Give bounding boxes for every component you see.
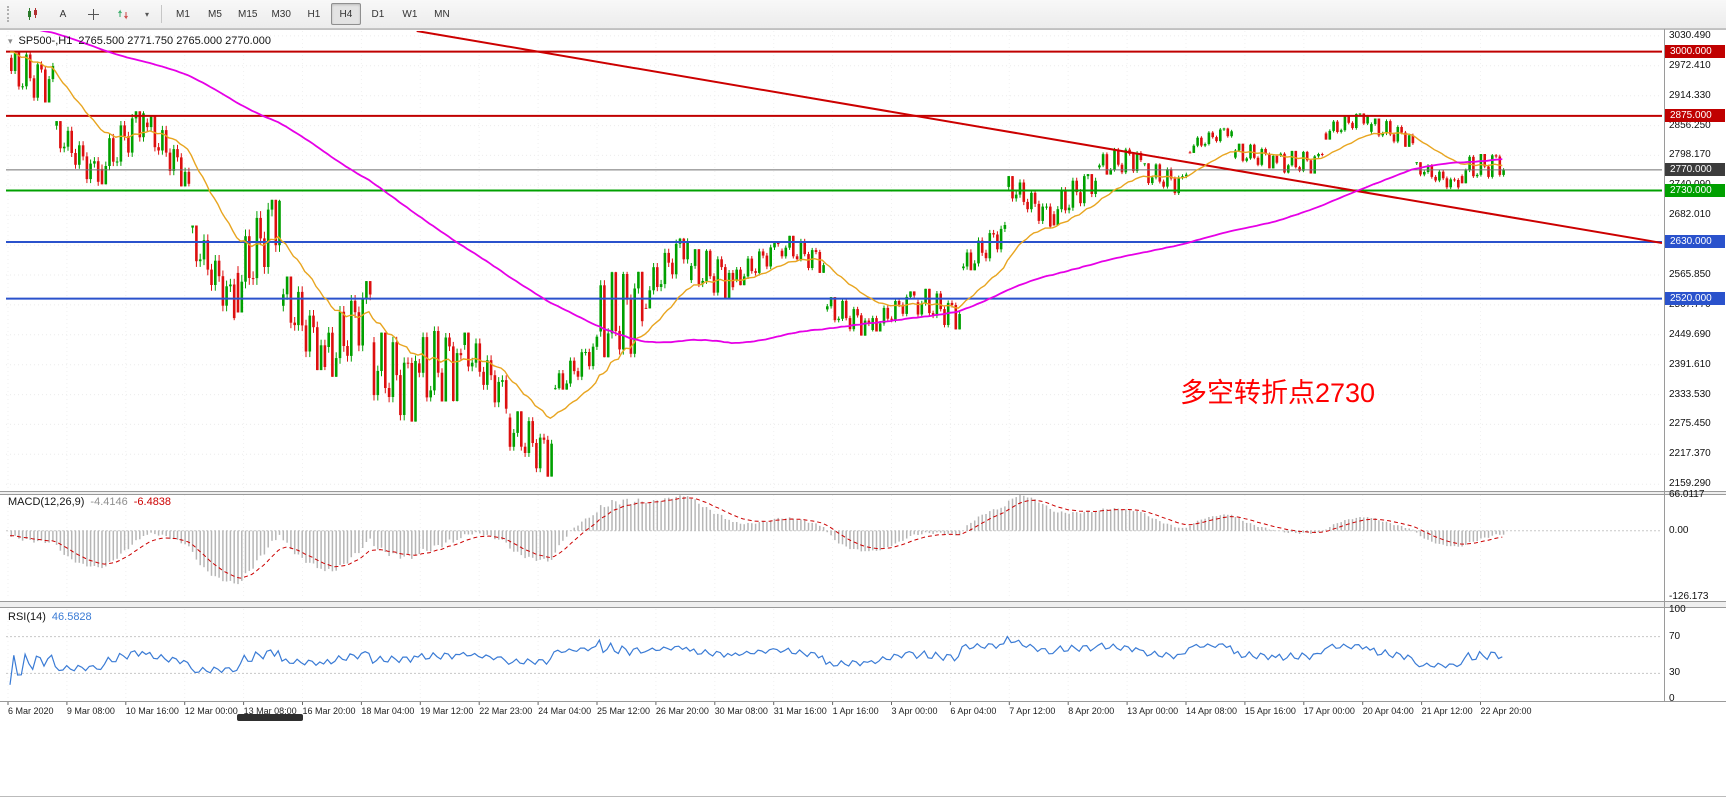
chart-ohlc-header: ▾ SP500-,H1 2765.500 2771.750 2765.000 2… xyxy=(8,35,271,47)
cycle-button[interactable] xyxy=(109,3,137,25)
cursor-button[interactable]: A xyxy=(59,8,67,20)
timeframe-m15[interactable]: M15 xyxy=(238,8,258,20)
toolbar-separator xyxy=(161,5,162,23)
price-chart-canvas[interactable] xyxy=(0,29,1726,729)
rsi-label: RSI(14) 46.5828 xyxy=(8,611,92,623)
chart-symbol-timeframe: SP500-,H1 xyxy=(18,35,73,47)
expand-arrow-icon[interactable]: ▾ xyxy=(8,35,13,46)
timeframe-d1[interactable]: D1 xyxy=(371,8,385,20)
toolbar: A ▾ M1 M5 M15 M30 H1 H4 D1 W1 MN xyxy=(0,0,1726,29)
timeframe-m30[interactable]: M30 xyxy=(271,8,291,20)
timeframe-h1[interactable]: H1 xyxy=(307,8,321,20)
crosshair-button[interactable] xyxy=(79,3,107,25)
timeframe-m1[interactable]: M1 xyxy=(176,8,190,20)
chart-ohlc-values: 2765.500 2771.750 2765.000 2770.000 xyxy=(78,35,272,47)
macd-name: MACD(12,26,9) xyxy=(8,496,85,508)
rsi-name: RSI(14) xyxy=(8,611,46,623)
timeframe-m5[interactable]: M5 xyxy=(208,8,222,20)
candlestick-chart-icon xyxy=(28,8,37,20)
timeframe-w1[interactable]: W1 xyxy=(402,8,418,20)
bottom-artifact xyxy=(237,714,303,721)
crosshair-icon xyxy=(87,8,99,20)
cycle-arrows-icon xyxy=(117,9,128,19)
dropdown-caret-icon[interactable]: ▾ xyxy=(144,9,149,19)
toolbar-grip[interactable] xyxy=(7,6,14,22)
timeframe-mn[interactable]: MN xyxy=(434,8,450,20)
timeframe-h4[interactable]: H4 xyxy=(330,3,361,25)
macd-label: MACD(12,26,9) -4.4146 -6.4838 xyxy=(8,496,171,508)
rsi-value: 46.5828 xyxy=(51,611,92,623)
macd-signal-value: -6.4838 xyxy=(133,496,172,508)
chart-area[interactable]: 3030.490 2972.410 2914.330 2856.250 2798.170… xyxy=(0,29,1726,796)
chart-annotation: 多空转折点2730 xyxy=(1180,378,1376,408)
macd-main-value: -4.4146 xyxy=(90,496,128,508)
charts-button[interactable] xyxy=(19,3,47,25)
